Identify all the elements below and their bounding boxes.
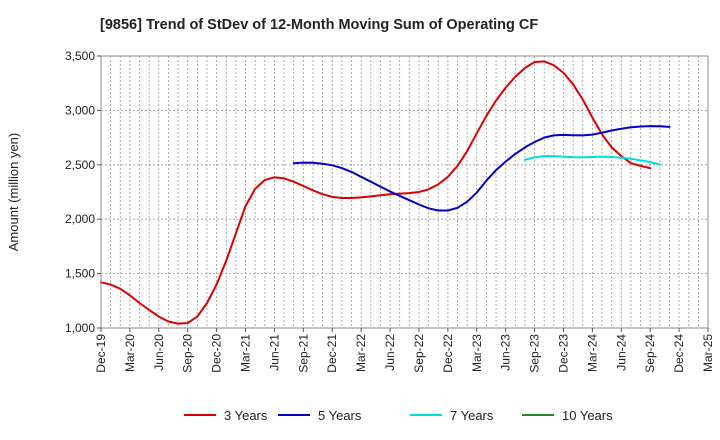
x-tick-label: Jun-22 [383,334,397,371]
x-tick-label: Jun-24 [614,334,628,371]
y-tick-label: 3,000 [65,103,95,117]
legend-label: 7 Years [450,408,494,423]
x-tick-label: Sep-21 [296,334,310,373]
grid [100,55,709,329]
x-tick-label: Jun-21 [267,334,281,371]
series-line-7-years [523,155,661,166]
y-axis: 1,000 1,500 2,000 2,500 3,000 3,500 [65,49,101,335]
series-line-3-years [100,60,652,325]
x-tick-label: Jun-20 [152,334,166,371]
x-tick-label: Sep-23 [528,334,542,373]
legend-label: 10 Years [562,408,613,423]
x-tick-label: Dec-24 [672,334,686,373]
legend: 3 Years 5 Years 7 Years 10 Years [184,408,613,423]
legend-item: 3 Years [184,408,268,423]
x-tick-label: Mar-25 [701,334,715,372]
plot-frame [100,55,709,329]
legend-item: 10 Years [522,408,613,423]
y-tick-label: 1,500 [65,267,95,281]
x-tick-label: Mar-23 [470,334,484,372]
legend-label: 3 Years [224,408,268,423]
chart-title: [9856] Trend of StDev of 12-Month Moving… [100,17,538,33]
x-tick-label: Dec-21 [325,334,339,373]
y-tick-label: 2,000 [65,212,95,226]
x-tick-label: Mar-21 [239,334,253,372]
plot-area [100,60,671,325]
x-tick-label: Dec-19 [94,334,108,373]
x-tick-label: Dec-20 [210,334,224,373]
y-axis-label: Amount (million yen) [6,133,21,252]
x-tick-label: Mar-20 [123,334,137,372]
x-tick-label: Jun-23 [499,334,513,371]
x-tick-label: Dec-23 [556,334,570,373]
legend-item: 5 Years [278,408,362,423]
x-tick-label: Dec-22 [441,334,455,373]
series-line-5-years [292,125,671,212]
legend-label: 5 Years [318,408,362,423]
x-tick-label: Sep-22 [412,334,426,373]
x-tick-label: Mar-24 [585,334,599,372]
x-axis: Dec-19 Mar-20 Jun-20 Sep-20 Dec-20 Mar-21 Jun-… [94,328,715,373]
y-tick-label: 1,000 [65,321,95,335]
x-tick-label: Sep-20 [181,334,195,373]
x-tick-label: Mar-22 [354,334,368,372]
y-tick-label: 2,500 [65,158,95,172]
y-tick-label: 3,500 [65,49,95,63]
x-tick-label: Sep-24 [643,334,657,373]
legend-item: 7 Years [410,408,494,423]
